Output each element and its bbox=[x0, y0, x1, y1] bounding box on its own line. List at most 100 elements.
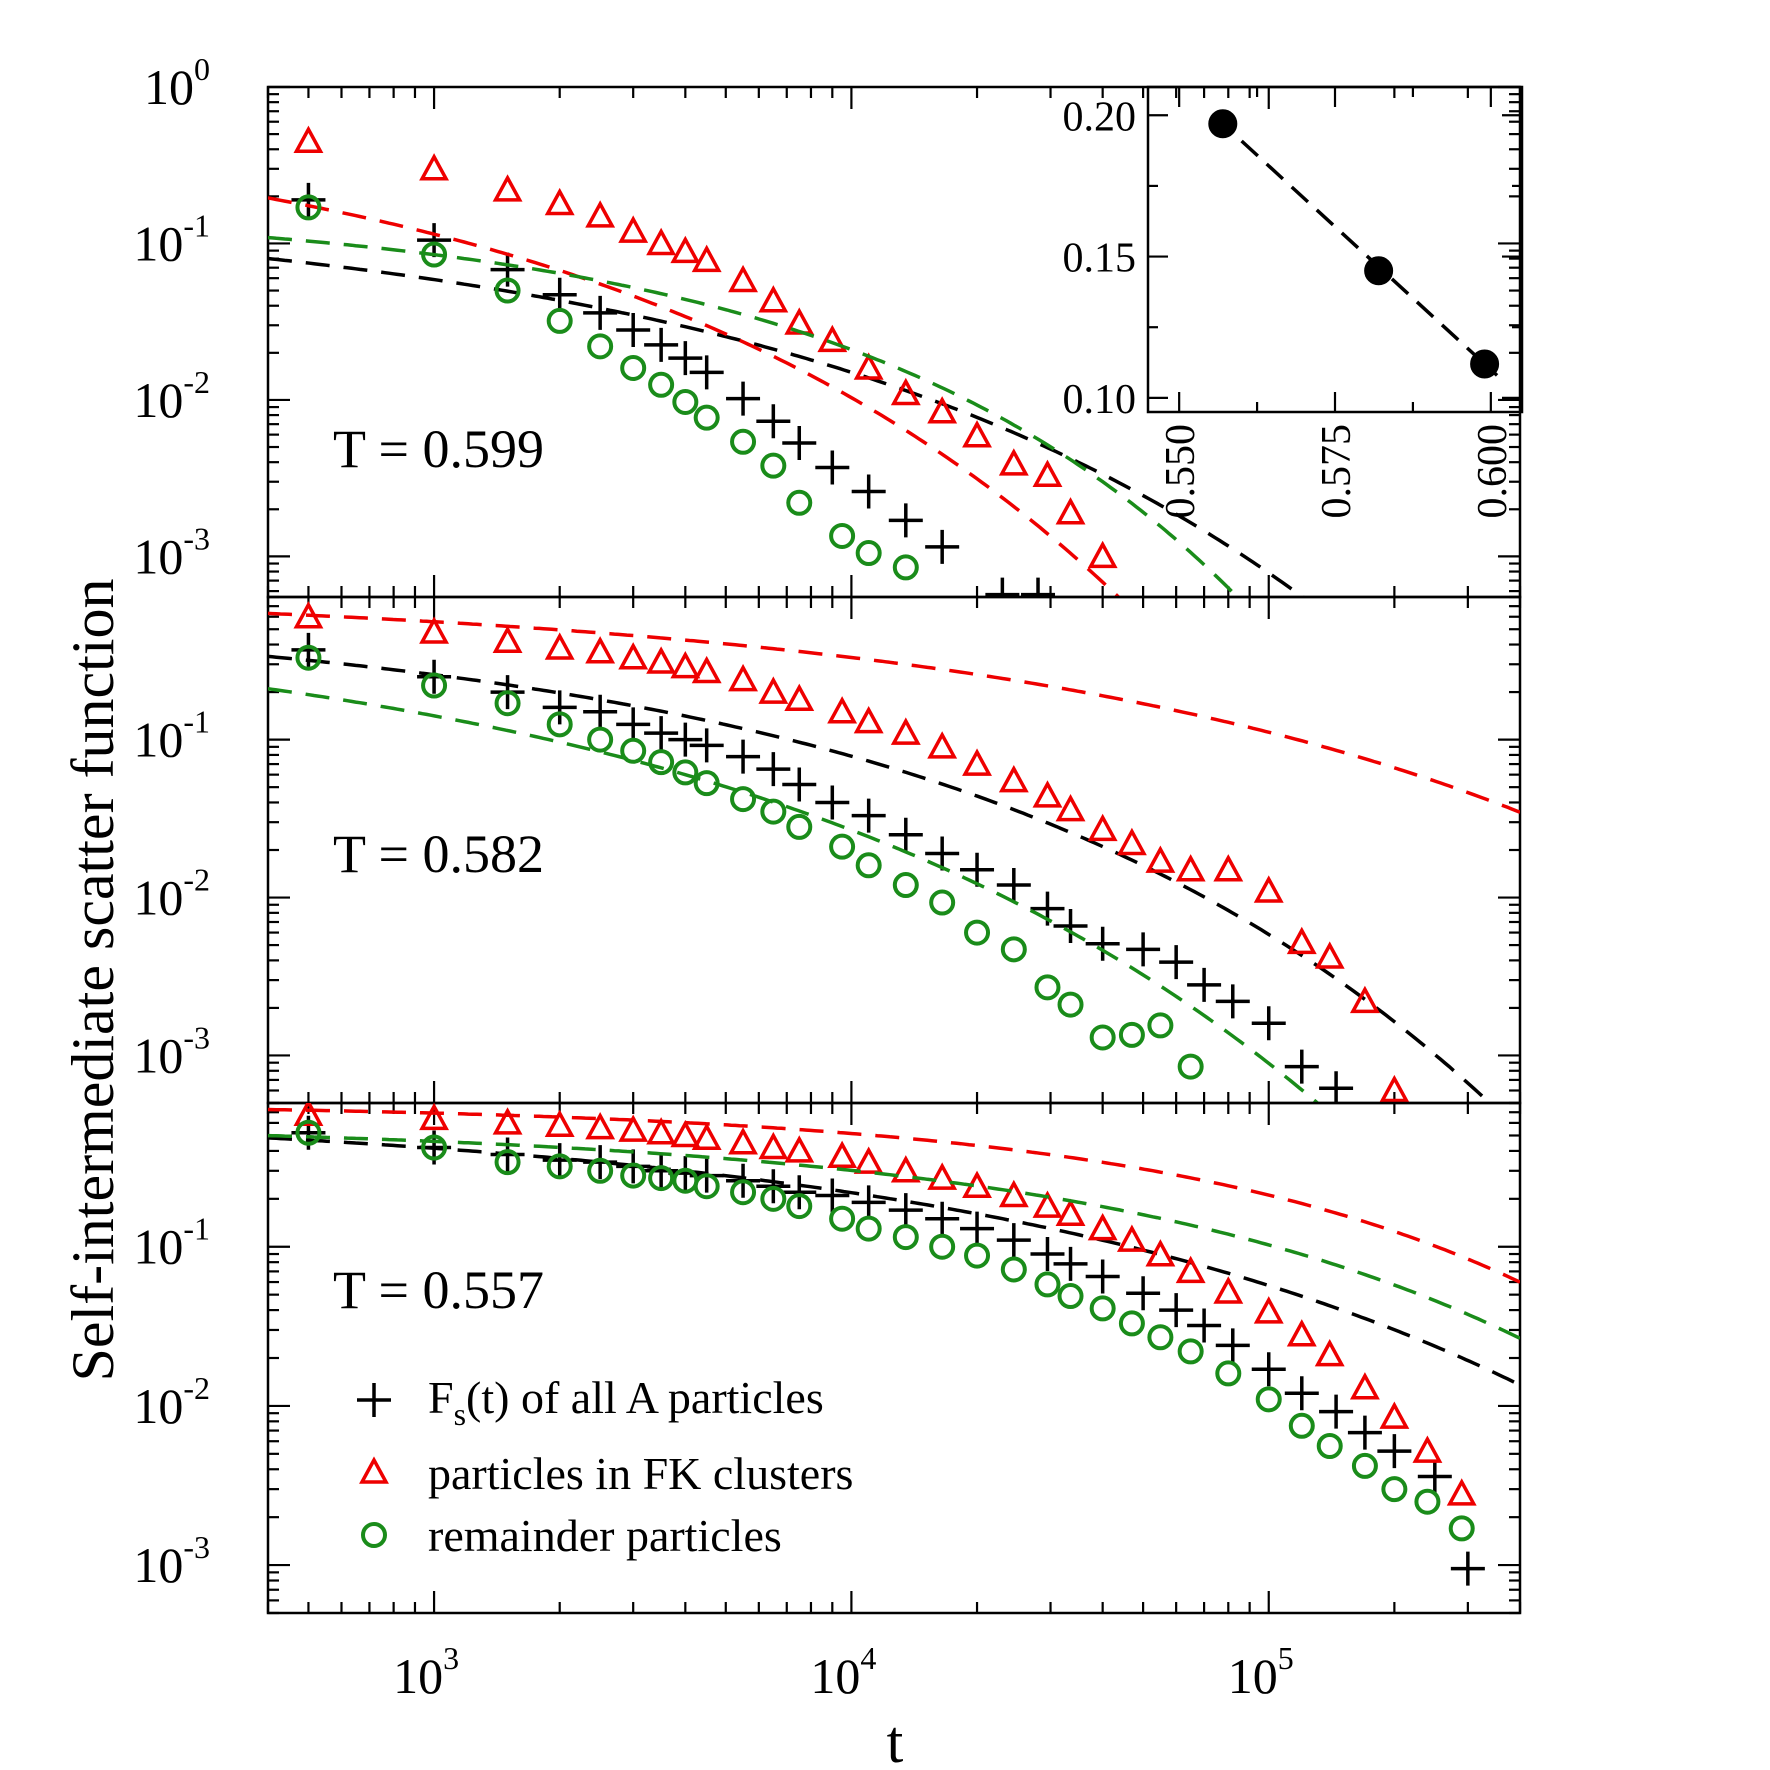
data-point bbox=[760, 798, 787, 825]
y-tick-label: 10-1 bbox=[133, 704, 210, 768]
data-point bbox=[998, 448, 1029, 476]
data-point bbox=[925, 529, 960, 564]
data-point bbox=[730, 786, 757, 813]
data-point bbox=[494, 690, 521, 717]
x-ticks bbox=[266, 87, 1522, 597]
data-point bbox=[929, 1233, 956, 1260]
data-point bbox=[417, 659, 452, 694]
data-point bbox=[1147, 1012, 1174, 1039]
data-point bbox=[1215, 1360, 1242, 1387]
data-point bbox=[960, 1211, 995, 1246]
data-point bbox=[1118, 1310, 1145, 1337]
y-tick-label: 10-1 bbox=[133, 207, 210, 271]
fit-line bbox=[268, 611, 1520, 814]
data-point bbox=[855, 540, 882, 567]
data-point bbox=[786, 489, 813, 516]
series-plus bbox=[268, 182, 1306, 597]
data-point bbox=[985, 577, 1020, 597]
data-point bbox=[888, 817, 923, 852]
data-point bbox=[1087, 1212, 1118, 1241]
data-point bbox=[782, 767, 817, 802]
data-point bbox=[728, 1127, 758, 1155]
y-ticks bbox=[268, 85, 1520, 593]
data-point bbox=[490, 252, 525, 287]
data-point bbox=[1118, 1021, 1145, 1048]
data-point bbox=[421, 672, 448, 699]
data-point bbox=[1116, 1224, 1147, 1252]
inset-y-tick-label: 0.10 bbox=[1063, 377, 1137, 423]
legend-label-all: Fs(t) of all A particles bbox=[428, 1372, 824, 1432]
series-triangle bbox=[268, 125, 1121, 597]
data-point bbox=[295, 194, 322, 221]
data-point bbox=[618, 215, 649, 243]
data-point bbox=[855, 852, 882, 879]
data-point bbox=[618, 642, 649, 670]
data-point bbox=[1159, 945, 1194, 980]
data-point bbox=[726, 381, 761, 416]
data-point bbox=[1377, 1434, 1412, 1469]
data-point bbox=[1034, 974, 1061, 1001]
data-point bbox=[1145, 845, 1176, 873]
data-point bbox=[1288, 1412, 1315, 1439]
data-point bbox=[1187, 967, 1222, 1002]
data-point bbox=[892, 554, 919, 581]
data-point bbox=[758, 676, 789, 704]
data-point bbox=[730, 1179, 757, 1206]
y-tick-label: 10-2 bbox=[133, 1370, 210, 1434]
data-point bbox=[1145, 1239, 1176, 1267]
legend-triangle-icon bbox=[359, 1456, 389, 1484]
inset-data-point bbox=[1470, 349, 1500, 379]
data-point bbox=[1057, 991, 1084, 1018]
data-point bbox=[853, 352, 884, 380]
data-point bbox=[962, 420, 992, 448]
data-point bbox=[817, 324, 848, 353]
data-point bbox=[855, 1215, 882, 1242]
data-point bbox=[964, 919, 991, 946]
y-tick-label: 10-3 bbox=[133, 520, 210, 584]
data-point bbox=[1255, 1386, 1282, 1413]
data-point bbox=[1116, 827, 1147, 856]
data-point bbox=[998, 1179, 1029, 1208]
inset-x-tick-label: 0.575 bbox=[1314, 424, 1360, 519]
data-point bbox=[492, 174, 523, 202]
data-point bbox=[726, 739, 761, 774]
series-circle bbox=[268, 194, 1240, 597]
data-point bbox=[1187, 1308, 1222, 1343]
data-point bbox=[1175, 1255, 1206, 1284]
data-point bbox=[546, 1153, 573, 1180]
data-point bbox=[587, 1157, 614, 1184]
data-point bbox=[1053, 1246, 1088, 1281]
data-point bbox=[1417, 1459, 1452, 1494]
series-circle bbox=[268, 1119, 1520, 1542]
data-point bbox=[620, 737, 647, 764]
data-point bbox=[1032, 459, 1063, 488]
data-point bbox=[829, 1205, 856, 1232]
data-point bbox=[1055, 1198, 1086, 1227]
data-point bbox=[620, 354, 647, 381]
data-point bbox=[782, 1175, 817, 1210]
data-point bbox=[851, 798, 886, 833]
data-point bbox=[784, 1135, 815, 1163]
data-point bbox=[1446, 1478, 1477, 1506]
data-point bbox=[964, 1242, 991, 1269]
data-point bbox=[786, 813, 813, 840]
data-point bbox=[890, 1155, 921, 1183]
data-point bbox=[756, 404, 791, 439]
data-point bbox=[670, 650, 701, 679]
data-point bbox=[998, 764, 1029, 793]
data-point bbox=[293, 601, 324, 629]
data-point bbox=[668, 1156, 703, 1191]
data-point bbox=[1316, 1432, 1343, 1459]
y-tick-label: 100 bbox=[144, 51, 210, 115]
data-point bbox=[927, 731, 958, 759]
data-point bbox=[1349, 1372, 1380, 1400]
data-point bbox=[1032, 1190, 1063, 1218]
data-point bbox=[784, 683, 815, 712]
inset-frame bbox=[1146, 85, 1524, 414]
data-point bbox=[295, 1119, 322, 1146]
data-point bbox=[1032, 780, 1063, 808]
data-point bbox=[293, 125, 324, 154]
data-point bbox=[672, 388, 699, 415]
data-point bbox=[1087, 813, 1118, 842]
legend-plus-icon bbox=[357, 1383, 391, 1417]
